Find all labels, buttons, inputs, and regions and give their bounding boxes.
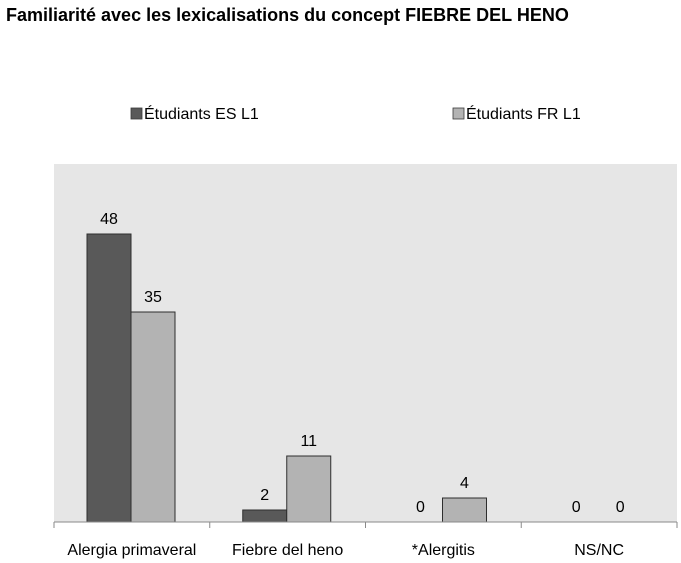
legend-label-1: Étudiants ES L1 — [144, 104, 259, 123]
data-labels-group: 48 35 2 11 0 4 0 0 — [100, 211, 625, 516]
chart-title: Familiarité avec les lexicalisations du … — [6, 5, 569, 25]
data-label-2-1: 35 — [144, 289, 162, 306]
bar-1-1 — [86, 233, 132, 523]
data-label-1-4: 0 — [572, 499, 581, 516]
legend: Étudiants ES L1 Étudiants FR L1 — [130, 104, 581, 123]
bar-2-2 — [286, 455, 332, 523]
legend-label-2: Étudiants FR L1 — [466, 104, 581, 123]
x-tick-label-4: NS/NC — [574, 542, 624, 559]
data-label-1-2: 2 — [260, 487, 269, 504]
data-label-2-2: 11 — [300, 433, 317, 450]
x-axis: Alergia primaveral Fiebre del heno *Alergi… — [53, 521, 678, 559]
bar-2-1 — [130, 311, 176, 523]
data-label-1-1: 48 — [100, 211, 118, 228]
data-label-1-3: 0 — [416, 499, 425, 516]
data-label-2-3: 4 — [460, 475, 469, 492]
x-tick-label-2: Fiebre del heno — [232, 542, 343, 559]
data-label-2-4: 0 — [616, 499, 625, 516]
legend-swatch-1 — [130, 107, 143, 120]
bars-group — [86, 233, 487, 523]
bar-1-2 — [242, 509, 288, 523]
bar-2-3 — [442, 497, 487, 523]
legend-swatch-2 — [452, 107, 465, 120]
x-tick-label-3: *Alergitis — [412, 542, 475, 559]
x-tick-label-1: Alergia primaveral — [67, 542, 196, 559]
